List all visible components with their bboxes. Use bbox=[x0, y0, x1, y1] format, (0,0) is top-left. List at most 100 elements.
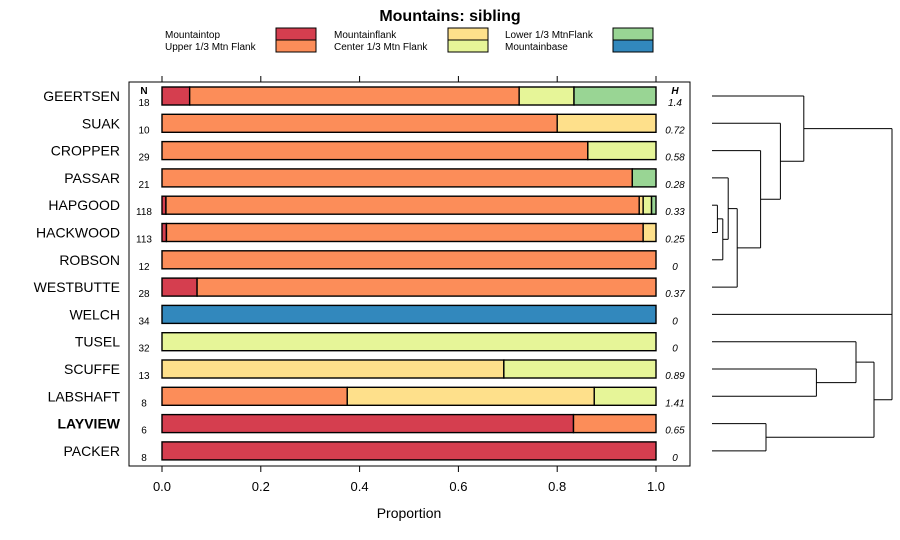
legend-swatch-mountaintop bbox=[275, 27, 317, 41]
legend-label-upper: Upper 1/3 Mtn Flank bbox=[165, 42, 257, 53]
row-suak: SUAK 10 0.72 bbox=[82, 113, 685, 136]
x-tick-label: 0.2 bbox=[252, 479, 270, 494]
bar-segment-mountaintop bbox=[161, 86, 191, 106]
row-h-value: 0 bbox=[672, 262, 678, 273]
row-layview: LAYVIEW 6 0.65 bbox=[58, 413, 685, 437]
bar-segment-upper bbox=[161, 113, 558, 134]
row-h-value: 0.65 bbox=[665, 426, 685, 437]
row-h-value: 0.25 bbox=[665, 235, 685, 246]
row-n-count: 32 bbox=[138, 344, 150, 355]
row-hackwood: HACKWOOD 113 0.25 bbox=[36, 222, 685, 246]
bar-segment-upper bbox=[161, 168, 633, 188]
row-h-value: 0 bbox=[672, 344, 678, 355]
row-cropper: CROPPER 29 0.58 bbox=[51, 140, 685, 164]
plot-frame bbox=[128, 81, 691, 467]
legend-swatch-lower bbox=[612, 27, 654, 41]
row-label: GEERTSEN bbox=[43, 88, 120, 104]
x-tick-label: 0.8 bbox=[548, 479, 566, 494]
row-geertsen: GEERTSEN 18 1.4 bbox=[43, 86, 682, 109]
row-h-value: 0.33 bbox=[665, 207, 685, 218]
rows: GEERTSEN 18 1.4 SUAK 10 0.72 CROPPER 29 0.58 PASS… bbox=[34, 86, 685, 464]
bar-segment-flank bbox=[161, 359, 505, 379]
row-n-count: 34 bbox=[138, 316, 150, 327]
bar-segment-mountaintop bbox=[161, 413, 575, 434]
bar-segment-upper bbox=[161, 140, 589, 161]
bar-segment-flank bbox=[346, 386, 595, 406]
row-n-count: 113 bbox=[136, 235, 152, 246]
x-axis: 0.0 0.2 0.4 0.6 0.8 1.0 bbox=[153, 76, 665, 494]
bar-segment-mountaintop bbox=[161, 277, 198, 297]
legend-swatch-upper bbox=[275, 39, 317, 53]
row-n-count: 18 bbox=[138, 98, 150, 109]
row-h-value: 1.41 bbox=[665, 398, 684, 409]
row-h-value: 1.4 bbox=[668, 98, 682, 109]
bar-segment-center bbox=[587, 140, 657, 161]
row-robson: ROBSON 12 0 bbox=[59, 250, 678, 273]
legend-swatch-center bbox=[447, 39, 489, 53]
legend-label-center: Center 1/3 Mtn Flank bbox=[334, 42, 428, 53]
row-label: ROBSON bbox=[59, 252, 120, 268]
row-label: PACKER bbox=[63, 443, 120, 459]
h-column-header: H bbox=[671, 86, 679, 97]
x-tick-label: 1.0 bbox=[647, 479, 665, 494]
bar-segment-center bbox=[593, 386, 657, 406]
row-n-count: 13 bbox=[138, 371, 150, 382]
bar-segment-lower bbox=[650, 195, 657, 215]
row-n-count: 29 bbox=[138, 153, 150, 164]
row-label: WESTBUTTE bbox=[34, 279, 120, 295]
row-label: TUSEL bbox=[75, 334, 120, 350]
bar-segment-mountaintop bbox=[161, 441, 657, 461]
bar-segment-upper bbox=[572, 413, 657, 434]
row-n-count: 118 bbox=[136, 207, 152, 218]
row-label: PASSAR bbox=[64, 170, 120, 186]
bar-segment-center bbox=[503, 359, 657, 379]
row-label: HACKWOOD bbox=[36, 225, 120, 241]
bar-segment-upper bbox=[161, 386, 348, 406]
row-tusel: TUSEL 32 0 bbox=[75, 332, 678, 355]
bar-segment-center bbox=[642, 195, 653, 215]
legend-label-mountaintop: Mountaintop bbox=[165, 30, 220, 41]
row-n-count: 8 bbox=[141, 398, 147, 409]
bar-segment-upper bbox=[165, 222, 644, 243]
row-welch: WELCH 34 0 bbox=[69, 304, 678, 327]
bar-segment-flank bbox=[642, 222, 657, 243]
row-h-value: 0.72 bbox=[665, 125, 685, 136]
bar-segment-base bbox=[161, 304, 657, 325]
row-n-count: 21 bbox=[138, 180, 150, 191]
row-h-value: 0.89 bbox=[665, 371, 685, 382]
x-tick-label: 0.6 bbox=[449, 479, 467, 494]
row-h-value: 0.37 bbox=[665, 289, 685, 300]
bar-segment-lower bbox=[631, 168, 657, 188]
row-h-value: 0 bbox=[672, 316, 678, 327]
legend-swatch-base bbox=[612, 39, 654, 53]
row-westbutte: WESTBUTTE 28 0.37 bbox=[34, 277, 685, 300]
row-h-value: 0.28 bbox=[665, 180, 685, 191]
row-label: LAYVIEW bbox=[58, 416, 121, 432]
row-hapgood: HAPGOOD 118 0.33 bbox=[48, 195, 685, 218]
dendrogram bbox=[712, 95, 893, 452]
bar-segment-upper bbox=[161, 250, 657, 270]
legend-label-base: Mountainbase bbox=[505, 42, 568, 53]
row-label: LABSHAFT bbox=[48, 388, 121, 404]
row-label: SUAK bbox=[82, 115, 121, 131]
x-tick-label: 0.4 bbox=[351, 479, 369, 494]
bar-segment-center bbox=[161, 332, 657, 352]
row-h-value: 0 bbox=[672, 453, 678, 464]
row-passar: PASSAR 21 0.28 bbox=[64, 168, 685, 191]
row-label: CROPPER bbox=[51, 143, 120, 159]
n-column-header: N bbox=[140, 86, 147, 97]
legend-label-flank: Mountainflank bbox=[334, 30, 397, 41]
bar-segment-upper bbox=[165, 195, 640, 215]
row-n-count: 10 bbox=[138, 125, 150, 136]
row-n-count: 28 bbox=[138, 289, 150, 300]
x-axis-label: Proportion bbox=[377, 505, 442, 521]
bar-segment-flank bbox=[556, 113, 657, 134]
bar-segment-upper bbox=[188, 86, 520, 106]
x-tick-label: 0.0 bbox=[153, 479, 171, 494]
bar-segment-center bbox=[518, 86, 575, 106]
row-packer: PACKER 8 0 bbox=[63, 441, 678, 464]
row-n-count: 6 bbox=[141, 426, 147, 437]
row-label: HAPGOOD bbox=[48, 197, 120, 213]
